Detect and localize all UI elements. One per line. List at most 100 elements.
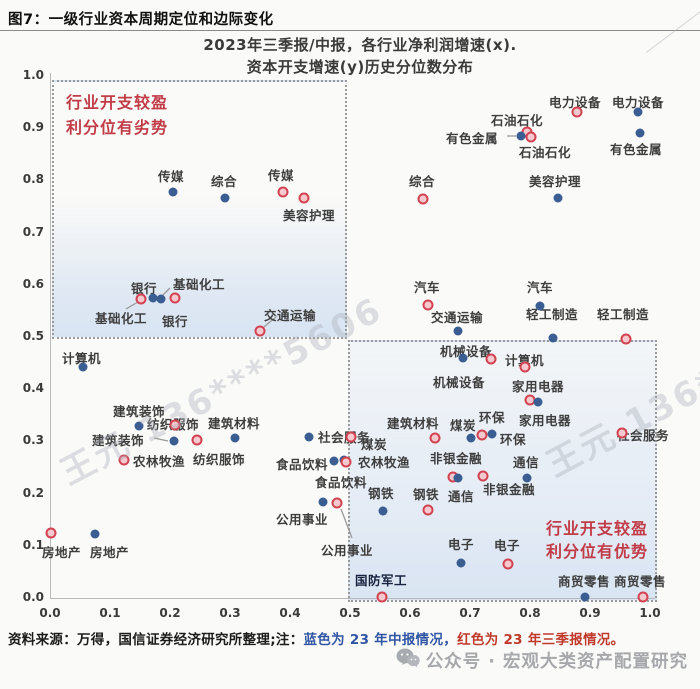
point-label: 房地产 [90, 545, 130, 560]
point-label: 石油石化 [491, 113, 544, 128]
point-label: 社会服务 [318, 430, 371, 445]
point-label: 农林牧渔 [358, 455, 411, 470]
point-label: 家用电器 [519, 413, 572, 428]
region-box-disadvantage [52, 80, 347, 339]
scatter-point [230, 433, 240, 443]
point-label: 美容护理 [529, 174, 582, 189]
wechat-watermark: 公众号 · 宏观大类资产配置研究 [396, 648, 688, 673]
point-label: 公用事业 [276, 512, 329, 527]
scatter-point [476, 429, 488, 441]
scatter-point [169, 419, 181, 431]
point-label: 有色金属 [610, 142, 663, 157]
point-label: 基础化工 [173, 277, 226, 292]
point-label: 交通运输 [431, 310, 484, 325]
point-label: 家用电器 [512, 379, 565, 394]
scatter-point [148, 293, 158, 303]
scatter-point [458, 353, 468, 363]
scatter-point [340, 456, 352, 468]
scatter-point [277, 186, 289, 198]
x-tick-label: 0.8 [519, 606, 541, 620]
y-tick-label: 0.4 [22, 381, 44, 396]
point-label: 轻工制造 [597, 307, 650, 322]
y-tick-label: 0.8 [22, 172, 44, 187]
point-label: 机械设备 [433, 375, 486, 390]
x-tick-label: 0.3 [219, 606, 241, 620]
scatter-point [466, 433, 476, 443]
scatter-point [298, 192, 310, 204]
y-tick-label: 0.2 [22, 485, 44, 500]
scatter-point [378, 506, 388, 516]
scatter-point [169, 436, 179, 446]
point-label: 环保 [500, 432, 527, 447]
x-tick-label: 0.0 [39, 606, 61, 620]
scatter-point [633, 107, 643, 117]
x-tick-label: 0.6 [399, 606, 421, 620]
point-label: 房地产 [42, 545, 82, 560]
point-label: 交通运输 [264, 308, 317, 323]
x-tick-label: 0.5 [339, 606, 361, 620]
scatter-point [616, 427, 628, 439]
point-label: 传媒 [268, 168, 295, 183]
scatter-point [168, 187, 178, 197]
point-label: 汽车 [527, 280, 554, 295]
scatter-point [169, 292, 181, 304]
point-label: 计算机 [62, 351, 102, 366]
leader-line [340, 508, 353, 539]
blue-series-note: 蓝色为 23 年中报情况， [303, 632, 458, 648]
point-label: 基础化工 [95, 311, 148, 326]
scatter-point [90, 529, 100, 539]
scatter-point [533, 397, 543, 407]
point-label: 非银金融 [483, 482, 536, 497]
point-label: 建筑材料 [387, 416, 440, 431]
source-note: 资料来源：万得，国信证券经济研究所整理;注：蓝色为 23 年中报情况，红色为 2… [8, 628, 624, 648]
scatter-point [516, 131, 526, 141]
point-label: 机械设备 [440, 344, 493, 359]
scatter-point [635, 128, 645, 138]
scatter-point [637, 591, 649, 603]
wechat-watermark-text: 公众号 · 宏观大类资产配置研究 [425, 652, 688, 672]
red-series-note: 红色为 23 年三季报情况。 [457, 632, 625, 648]
point-label: 建筑材料 [208, 416, 261, 431]
scatter-point [318, 497, 328, 507]
point-label: 国防军工 [355, 573, 408, 588]
scatter-point [548, 333, 558, 343]
scatter-point [553, 193, 563, 203]
annotation-bottom-right: 行业开支较盈 利分位有优势 [546, 517, 648, 563]
leader-line [153, 437, 169, 442]
point-label: 通信 [513, 455, 540, 470]
scatter-point [456, 558, 466, 568]
point-label: 农林牧渔 [133, 454, 186, 469]
point-label: 社会服务 [617, 428, 670, 443]
y-tick-label: 0.1 [22, 537, 44, 552]
x-tick-label: 0.7 [459, 606, 481, 620]
point-label: 电子 [448, 537, 475, 552]
header-divider [0, 30, 700, 31]
annotation-line: 利分位有优势 [546, 542, 649, 561]
x-tick-label: 0.1 [99, 606, 121, 620]
point-label: 轻工制造 [526, 307, 579, 322]
scatter-point [118, 454, 130, 466]
point-label: 钢铁 [413, 487, 440, 502]
point-label: 商贸零售 [614, 574, 667, 589]
y-tick-label: 1.0 [22, 68, 44, 82]
scatter-point [304, 432, 314, 442]
chart-title-line1: 2023年三季报/中报，各行业净利润增速(x). [203, 36, 517, 54]
scatter-point [329, 456, 339, 466]
x-tick-label: 1.0 [639, 606, 661, 620]
point-label: 钢铁 [368, 486, 395, 501]
point-label: 公用事业 [321, 543, 374, 558]
scatter-point [580, 592, 590, 602]
point-label: 食品饮料 [315, 475, 368, 490]
scatter-point [502, 558, 514, 570]
source-text: 资料来源：万得，国信证券经济研究所整理;注： [8, 632, 304, 648]
region-box-advantage [348, 340, 657, 602]
scatter-point [156, 294, 166, 304]
scatter-point [254, 325, 266, 337]
annotation-line: 行业开支较盈 [66, 93, 169, 112]
point-label: 石油石化 [519, 145, 572, 160]
point-label: 非银金融 [430, 451, 483, 466]
x-tick-label: 0.2 [159, 606, 181, 620]
x-axis-line [50, 598, 655, 599]
scatter-point [522, 473, 532, 483]
